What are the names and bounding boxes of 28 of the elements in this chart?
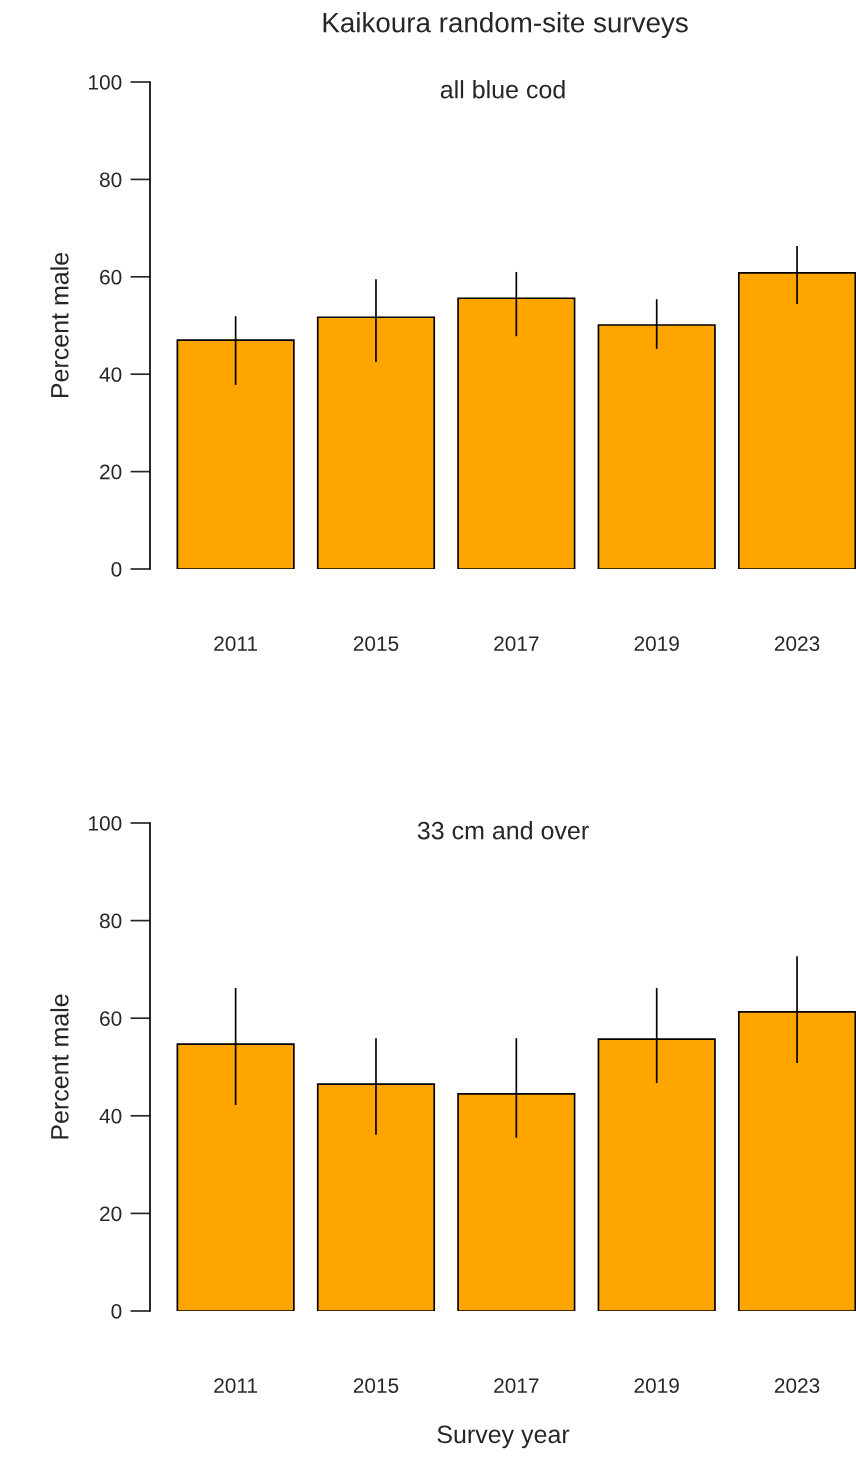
- y-tick-label: 80: [99, 913, 122, 929]
- y-tick-label: 100: [89, 75, 122, 90]
- y-tick-label: 40: [99, 367, 122, 382]
- x-tick-label: 2019: [634, 636, 679, 651]
- chart-subtitle: all blue cod: [440, 80, 565, 99]
- x-tick-label: 2015: [353, 1378, 399, 1393]
- y-tick-label: 0: [111, 562, 122, 577]
- x-tick-label: 2023: [774, 636, 820, 651]
- y-tick-label: 0: [111, 1304, 122, 1319]
- chart-title: Kaikoura random-site surveys: [323, 12, 688, 38]
- y-tick-label: 80: [99, 172, 122, 188]
- x-tick-label: 2011: [214, 1378, 258, 1393]
- x-tick-label: 2011: [214, 636, 258, 651]
- x-tick-label: 2015: [353, 636, 399, 651]
- y-axis-title: Percent male: [50, 994, 69, 1139]
- x-tick-label: 2019: [634, 1378, 679, 1393]
- y-axis-title: Percent male: [50, 252, 69, 398]
- y-tick-label: 60: [100, 1011, 122, 1026]
- y-tick-label: 20: [100, 1206, 122, 1222]
- y-tick-label: 100: [89, 816, 122, 831]
- x-tick-label: 2017: [494, 1378, 539, 1393]
- y-tick-label: 20: [100, 464, 122, 480]
- chart-subtitle: 33 cm and over: [417, 821, 589, 840]
- x-axis-title: Survey year: [437, 1425, 570, 1449]
- x-tick-label: 2023: [774, 1378, 820, 1393]
- y-tick-label: 60: [100, 269, 122, 285]
- y-tick-label: 40: [99, 1108, 122, 1124]
- x-tick-label: 2017: [494, 636, 539, 651]
